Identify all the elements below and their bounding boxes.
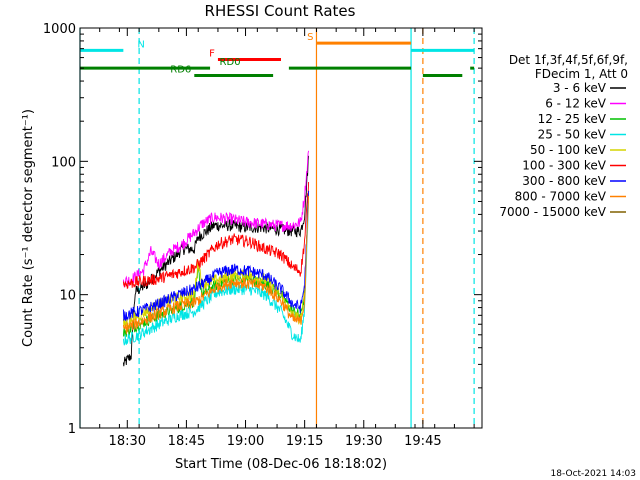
legend-header-line-1: FDecim 1, Att 0: [535, 67, 628, 81]
legend-label-50-100-kev: 50 - 100 keV: [530, 143, 607, 157]
x-tick-label-3: 19:15: [286, 434, 323, 449]
legend-label-7000-15000-kev: 7000 - 15000 keV: [499, 205, 606, 219]
flag-label-n: N: [137, 39, 144, 50]
footer-timestamp: 18-Oct-2021 14:03: [551, 469, 636, 479]
legend-label-300-800-kev: 300 - 800 keV: [522, 174, 606, 188]
y-tick-label-3: 1000: [43, 22, 76, 37]
y-axis-label: Count Rate (s⁻¹ detector segment⁻¹): [21, 109, 36, 347]
x-axis-label: Start Time (08-Dec-06 18:18:02): [175, 457, 387, 472]
x-tick-label-4: 19:30: [345, 434, 382, 449]
x-tick-label-0: 18:30: [109, 434, 146, 449]
y-tick-label-1: 10: [59, 289, 76, 304]
x-tick-label-2: 19:00: [227, 434, 264, 449]
flag-label-rd0: RD0: [220, 57, 241, 68]
legend-label-800-7000-kev: 800 - 7000 keV: [515, 190, 607, 204]
x-tick-label-1: 18:45: [168, 434, 205, 449]
x-tick-label-5: 19:45: [404, 434, 441, 449]
y-tick-label-0: 1: [68, 422, 76, 437]
series-line-100-300-kev: [122, 181, 310, 290]
legend-header-line-0: Det 1f,3f,4f,5f,6f,9f,: [509, 53, 628, 67]
plot-frame: [79, 27, 483, 429]
legend-label-25-50-kev: 25 - 50 keV: [538, 128, 607, 142]
series-line-6-12-kev: [122, 150, 310, 288]
y-tick-label-2: 100: [51, 155, 76, 170]
chart-title: RHESSI Count Rates: [205, 2, 356, 20]
series-line-300-800-kev: [122, 190, 310, 322]
series-line-3-6-kev: [122, 155, 310, 367]
flag-label-rd6: RD6: [170, 65, 191, 76]
legend-label-100-300-kev: 100 - 300 keV: [522, 159, 606, 173]
legend-label-3-6-kev: 3 - 6 keV: [553, 81, 607, 95]
flag-label-f: F: [209, 49, 215, 60]
flag-label-s: S: [307, 32, 313, 43]
legend-label-6-12-kev: 6 - 12 keV: [545, 97, 607, 111]
series-line-25-50-kev: [122, 201, 310, 346]
series-line-800-7000-kev: [122, 195, 310, 334]
legend-label-12-25-kev: 12 - 25 keV: [538, 112, 607, 126]
